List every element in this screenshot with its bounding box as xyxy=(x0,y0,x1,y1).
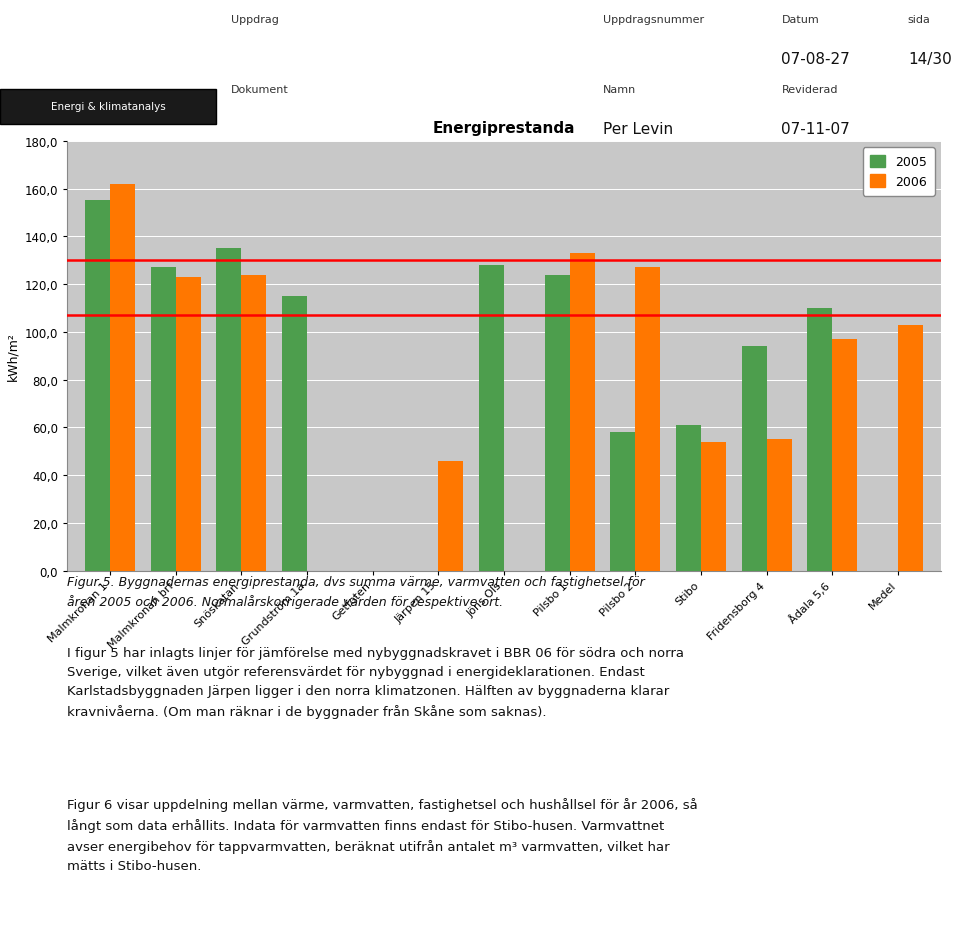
Bar xyxy=(241,276,266,571)
Bar xyxy=(109,184,134,571)
Text: 07-11-07: 07-11-07 xyxy=(781,122,851,137)
FancyBboxPatch shape xyxy=(0,90,216,125)
Bar xyxy=(151,268,176,571)
Bar xyxy=(569,254,594,571)
Text: 07-08-27: 07-08-27 xyxy=(781,52,851,67)
Text: Datum: Datum xyxy=(781,15,819,25)
Text: sida: sida xyxy=(908,15,931,25)
Text: Namn: Namn xyxy=(603,85,636,94)
Text: Dokument: Dokument xyxy=(230,85,289,94)
Text: Reviderad: Reviderad xyxy=(781,85,838,94)
Text: Energi & klimatanalys: Energi & klimatanalys xyxy=(51,102,165,112)
Bar xyxy=(176,278,201,571)
Bar xyxy=(611,432,636,571)
Legend: 2005, 2006: 2005, 2006 xyxy=(863,148,934,196)
Bar xyxy=(701,442,726,571)
Text: Figur 6 visar uppdelning mellan värme, varmvatten, fastighetsel och hushållsel f: Figur 6 visar uppdelning mellan värme, v… xyxy=(67,798,698,871)
Text: I figur 5 har inlagts linjer för jämförelse med nybyggnadskravet i BBR 06 för sö: I figur 5 har inlagts linjer för jämföre… xyxy=(67,647,684,718)
Y-axis label: kWh/m²: kWh/m² xyxy=(6,332,19,380)
Bar xyxy=(84,201,109,571)
Bar xyxy=(676,426,701,571)
Text: Per Levin: Per Levin xyxy=(603,122,673,137)
Bar xyxy=(216,249,241,571)
Text: Figur 5. Byggnadernas energiprestanda, dvs summa värme, varmvatten och fastighet: Figur 5. Byggnadernas energiprestanda, d… xyxy=(67,576,645,608)
Bar xyxy=(807,309,832,571)
Text: Uppdrag: Uppdrag xyxy=(230,15,278,25)
Bar xyxy=(636,268,660,571)
Bar xyxy=(767,440,792,571)
Bar xyxy=(742,346,767,571)
Bar xyxy=(544,276,569,571)
Bar xyxy=(282,296,307,571)
Text: projekt
engagemang: projekt engagemang xyxy=(42,15,174,55)
Title: Energiprestanda: Energiprestanda xyxy=(433,121,575,136)
Bar xyxy=(832,340,857,571)
Bar xyxy=(439,462,464,571)
Bar xyxy=(899,326,924,571)
Bar xyxy=(479,265,504,571)
Text: Uppdragsnummer: Uppdragsnummer xyxy=(603,15,704,25)
Text: 14/30: 14/30 xyxy=(908,52,951,67)
